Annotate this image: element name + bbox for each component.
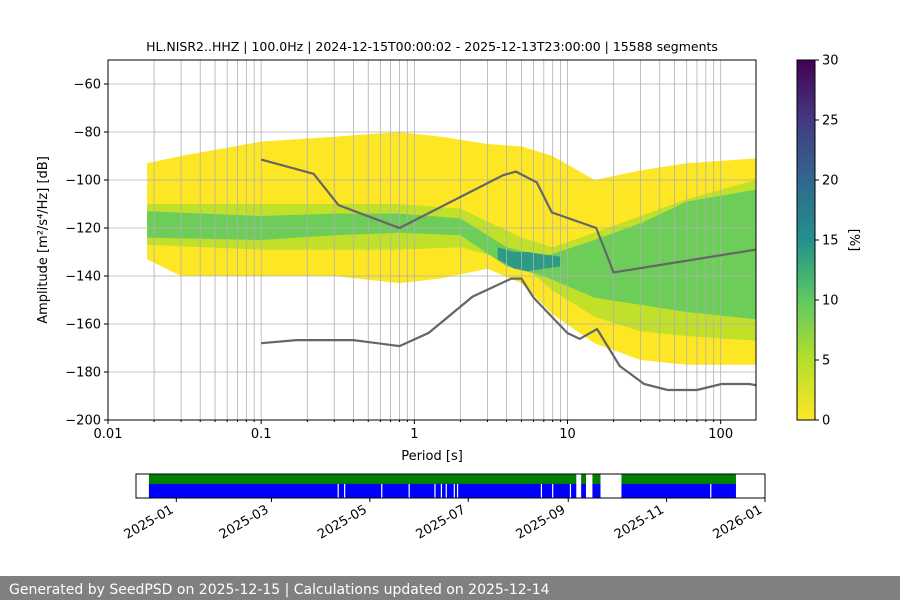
x-tick-label: 10 xyxy=(559,427,576,442)
timeline-gap xyxy=(445,484,447,498)
x-axis-label: Period [s] xyxy=(401,449,463,464)
y-tick-label: −100 xyxy=(65,174,101,189)
timeline-data-segment xyxy=(621,484,736,498)
timeline-frame xyxy=(135,473,766,499)
timeline-gap xyxy=(337,484,339,498)
y-axis-label: Amplitude [m²/s⁴/Hz] [dB] xyxy=(36,156,51,324)
density-band-3 xyxy=(147,189,756,320)
colorbar xyxy=(796,59,816,421)
grid-lines xyxy=(107,60,756,421)
timeline-coverage-segment xyxy=(621,474,736,484)
timeline-tick-label: 2025-07 xyxy=(414,502,469,542)
timeline-coverage-segment xyxy=(592,474,601,484)
y-tick-label: −200 xyxy=(65,414,101,429)
timeline-tick-label: 2025-05 xyxy=(315,502,370,542)
colorbar-tick-label: 5 xyxy=(822,354,830,369)
timeline-coverage-segment xyxy=(148,474,577,484)
y-tick-label: −120 xyxy=(65,222,101,237)
x-axis-ticks: 0.01 0.1 1 10 100 xyxy=(94,420,733,442)
footer: Generated by SeedPSD on 2025-12-15 | Cal… xyxy=(0,576,900,600)
noise-model-lines xyxy=(260,158,756,392)
colorbar-tick-label: 25 xyxy=(822,114,839,129)
y-tick-label: −140 xyxy=(65,270,101,285)
colorbar-tick-label: 0 xyxy=(822,414,830,429)
timeline-tick-label: 2026-01 xyxy=(710,502,765,542)
timeline-gap xyxy=(540,484,543,498)
timeline-gap xyxy=(710,484,712,498)
timeline-coverage-segment xyxy=(581,474,586,484)
x-tick-label: 100 xyxy=(708,427,733,442)
timeline-gap xyxy=(456,484,459,498)
timeline-gap xyxy=(552,484,554,498)
series-nlnm xyxy=(261,277,756,392)
y-tick-label: −60 xyxy=(74,78,101,93)
density-band-4 xyxy=(497,247,561,272)
data-availability-timeline xyxy=(148,474,736,498)
x-tick-label: 0.01 xyxy=(94,427,123,442)
timeline-gap xyxy=(344,484,346,498)
timeline-tick-label: 2025-03 xyxy=(217,502,272,542)
y-tick-label: −160 xyxy=(65,318,101,333)
timeline-gap xyxy=(381,484,383,498)
timeline-gap xyxy=(569,484,572,498)
y-tick-label: −180 xyxy=(65,366,101,381)
timeline-gap xyxy=(440,484,443,498)
series-nhnm xyxy=(260,158,756,274)
chart-title: HL.NISR2..HHZ | 100.0Hz | 2024-12-15T00:… xyxy=(146,39,718,54)
timeline-tick-label: 2025-09 xyxy=(514,502,569,542)
psd-density xyxy=(147,132,756,365)
timeline-data-segment xyxy=(581,484,586,498)
timeline-data-segment xyxy=(148,484,577,498)
y-tick-label: −80 xyxy=(74,126,101,141)
timeline-gap xyxy=(408,484,410,498)
x-tick-label: 0.1 xyxy=(251,427,272,442)
y-axis-ticks: −200 −180 −160 −140 −120 −100 −80 −60 xyxy=(65,78,108,429)
timeline-data-segment xyxy=(592,484,601,498)
timeline-gap xyxy=(434,484,436,498)
colorbar-tick-label: 30 xyxy=(822,54,839,69)
timeline-tick-label: 2025-11 xyxy=(612,502,667,542)
colorbar-tick-label: 10 xyxy=(822,294,839,309)
colorbar-tick-label: 15 xyxy=(822,234,839,249)
plot-frame xyxy=(107,59,757,421)
figure: HL.NISR2..HHZ | 100.0Hz | 2024-12-15T00:… xyxy=(36,39,861,543)
colorbar-tick-label: 20 xyxy=(822,174,839,189)
timeline-ticks: 2025-01 2025-03 2025-05 2025-07 2025-09 2025-… xyxy=(122,498,766,543)
colorbar-ticks: 0 5 10 15 20 25 30 xyxy=(815,54,839,429)
x-tick-label: 1 xyxy=(410,427,418,442)
colorbar-label: [%] xyxy=(846,229,861,252)
timeline-gap xyxy=(453,484,455,498)
timeline-tick-label: 2025-01 xyxy=(122,502,177,542)
